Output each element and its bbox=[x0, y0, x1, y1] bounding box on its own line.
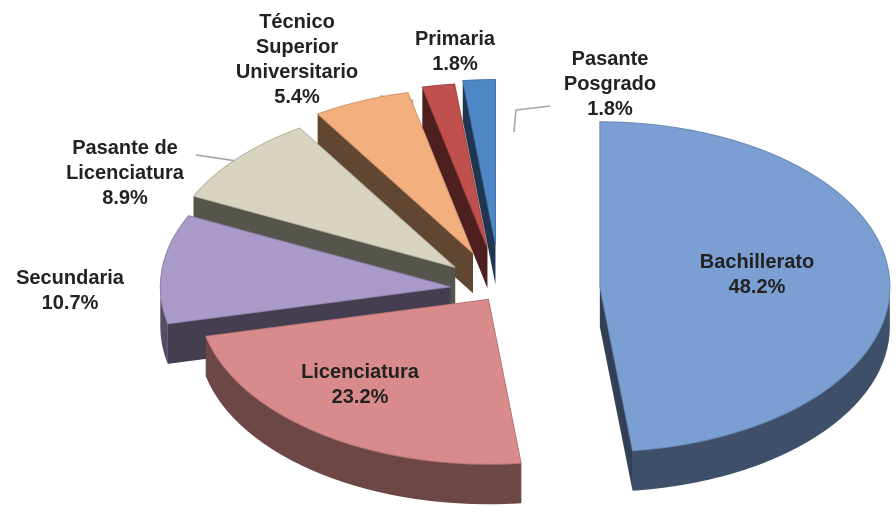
slice bbox=[205, 298, 522, 505]
slice-label: Técnico Superior Universitario 5.4% bbox=[222, 10, 372, 110]
category-name: Licenciatura bbox=[301, 361, 419, 383]
slice-top bbox=[159, 215, 451, 325]
slice bbox=[421, 83, 488, 288]
slice-top bbox=[192, 127, 456, 268]
category-name: Secundaria bbox=[16, 267, 124, 289]
slice-top bbox=[421, 83, 488, 249]
slice-label: Bachillerato 48.2% bbox=[682, 250, 832, 300]
category-name: Bachillerato bbox=[699, 251, 815, 273]
slice-top bbox=[316, 91, 474, 254]
slice-top bbox=[462, 79, 496, 245]
slice-wall bbox=[422, 87, 488, 288]
slice-top bbox=[205, 298, 522, 465]
value-label: 1.8% bbox=[432, 53, 478, 75]
slice-wall bbox=[462, 80, 496, 285]
slice bbox=[462, 79, 496, 285]
slice-wall bbox=[599, 286, 633, 491]
value-label: 5.4% bbox=[274, 86, 320, 108]
slice-label: Pasante de Licenciatura 8.9% bbox=[50, 136, 200, 211]
category-name: Primaria bbox=[414, 28, 496, 50]
value-label: 1.8% bbox=[587, 98, 633, 120]
category-name: Técnico Superior Universitario bbox=[235, 11, 359, 83]
slice-label: Secundaria 10.7% bbox=[0, 266, 145, 316]
slice-label: Pasante Posgrado 1.8% bbox=[555, 47, 665, 122]
slices bbox=[159, 79, 891, 505]
category-name: Pasante de Licenciatura bbox=[66, 137, 184, 184]
slice-side bbox=[632, 286, 890, 491]
slice-label: Primaria 1.8% bbox=[380, 27, 530, 77]
slice-top bbox=[599, 121, 891, 452]
leader-line bbox=[513, 105, 551, 133]
value-label: 48.2% bbox=[728, 276, 786, 298]
slice-label: Licenciatura 23.2% bbox=[285, 360, 435, 410]
value-label: 10.7% bbox=[41, 292, 99, 314]
value-label: 8.9% bbox=[102, 187, 148, 209]
category-name: Pasante Posgrado bbox=[563, 48, 657, 95]
slice bbox=[599, 121, 891, 491]
value-label: 23.2% bbox=[331, 386, 389, 408]
